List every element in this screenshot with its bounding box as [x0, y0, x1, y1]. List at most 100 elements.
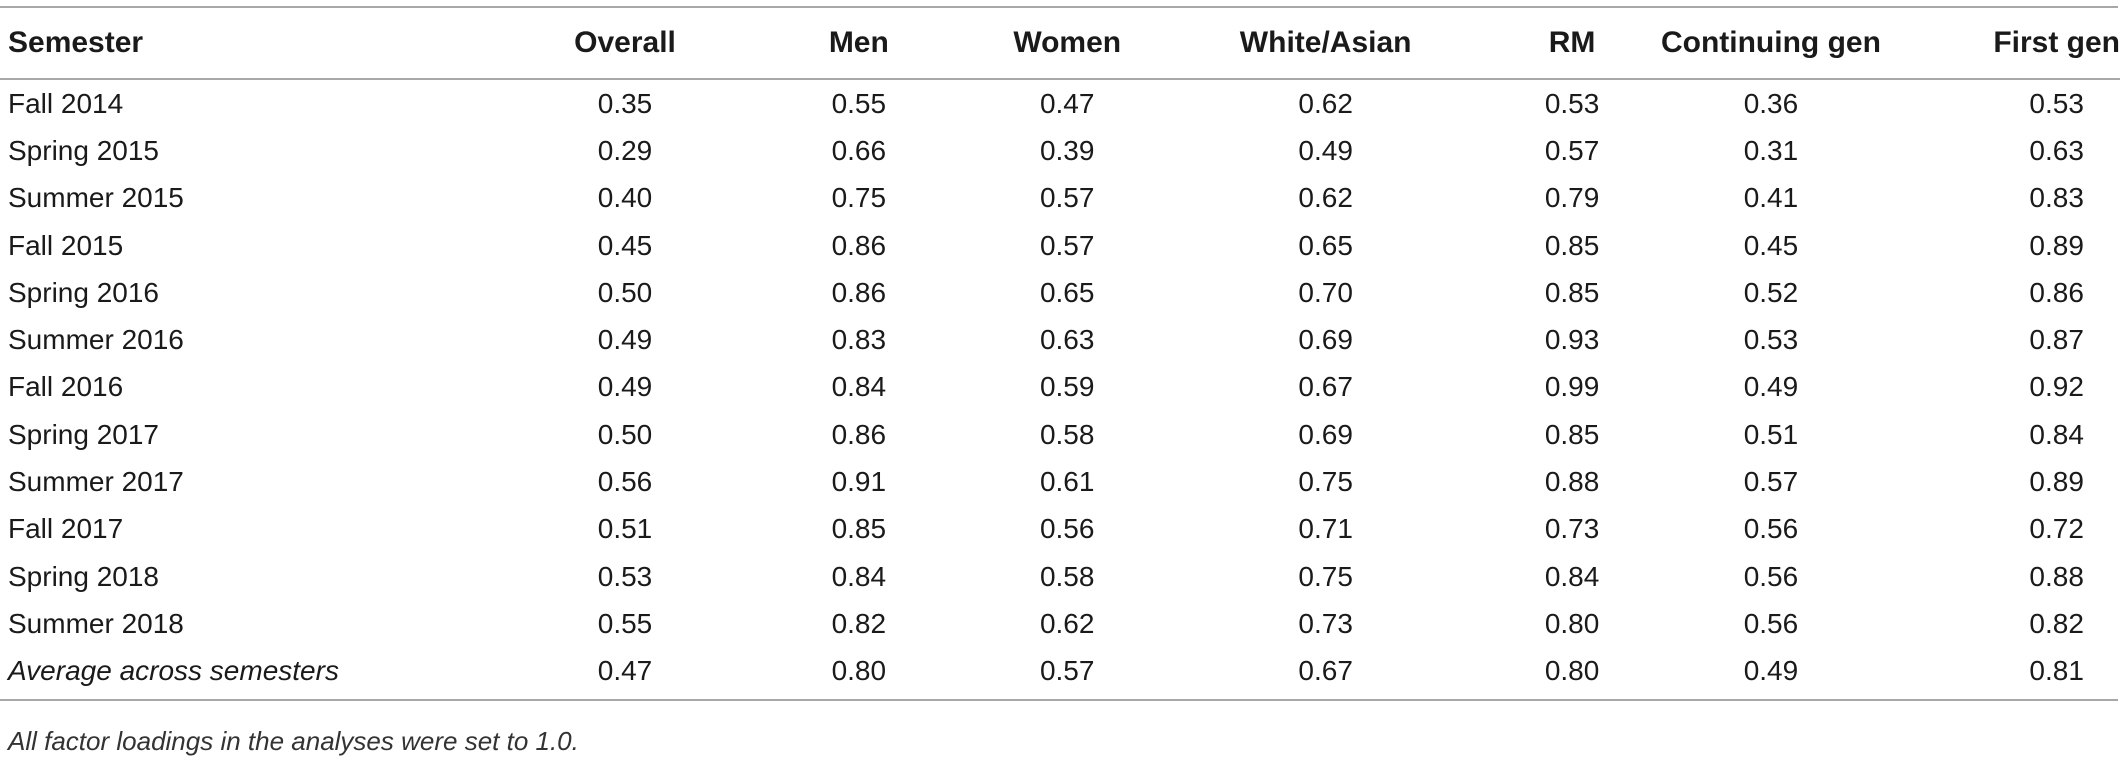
table-row: Spring 2016 0.50 0.86 0.65 0.70 0.85 0.52 0.86: [0, 269, 2120, 316]
row-value: 0.63: [2029, 134, 2084, 166]
table-row: Spring 2015 0.29 0.66 0.39 0.49 0.57 0.31 0.63: [0, 127, 2120, 174]
row-value: 0.53: [2029, 87, 2084, 119]
row-value: 0.29: [597, 134, 653, 166]
table-row: Fall 2014 0.35 0.55 0.47 0.62 0.53 0.36 0.53: [0, 80, 2120, 127]
row-value: 0.82: [2029, 607, 2084, 639]
row-value: 0.50: [597, 276, 653, 308]
row-label: Summer 2015: [8, 182, 184, 214]
row-value: 0.62: [1298, 87, 1353, 119]
row-value: 0.69: [1298, 324, 1353, 356]
table-row: Fall 2016 0.49 0.84 0.59 0.67 0.99 0.49 0.92: [0, 364, 2120, 411]
row-label: Fall 2014: [8, 87, 124, 119]
row-value: 0.31: [1743, 134, 1799, 166]
row-value: 0.58: [1039, 560, 1095, 592]
row-value: 0.57: [1039, 182, 1095, 214]
row-value: 0.86: [831, 229, 887, 261]
row-value: 0.49: [1298, 134, 1353, 166]
row-value: 0.45: [597, 229, 653, 261]
table-row: Fall 2017 0.51 0.85 0.56 0.71 0.73 0.56 0.72: [0, 506, 2120, 553]
row-value: 0.75: [1298, 560, 1353, 592]
row-value: 0.89: [2029, 466, 2084, 498]
header-overall: Overall: [574, 26, 676, 59]
header-men: Men: [828, 26, 889, 59]
row-value: 0.55: [597, 607, 653, 639]
row-value: 0.47: [597, 655, 653, 687]
table-row: Fall 2015 0.45 0.86 0.57 0.65 0.85 0.45 0.89: [0, 222, 2120, 269]
header-white-asian: White/Asian: [1239, 26, 1412, 59]
table-row: Spring 2018 0.53 0.84 0.58 0.75 0.84 0.56 0.88: [0, 553, 2120, 600]
row-label: Summer 2017: [8, 466, 184, 498]
row-value: 0.63: [1039, 324, 1095, 356]
row-value: 0.57: [1743, 466, 1799, 498]
row-value: 0.83: [2029, 182, 2084, 214]
row-value: 0.85: [1544, 276, 1600, 308]
row-value: 0.49: [1743, 655, 1799, 687]
row-value: 0.53: [1544, 87, 1600, 119]
row-value: 0.59: [1039, 371, 1095, 403]
row-value: 0.47: [1039, 87, 1095, 119]
row-value: 0.56: [1743, 513, 1799, 545]
row-value: 0.53: [1743, 324, 1799, 356]
row-value: 0.40: [597, 182, 653, 214]
table-row: Summer 2015 0.40 0.75 0.57 0.62 0.79 0.41 0.83: [0, 175, 2120, 222]
row-value: 0.51: [597, 513, 653, 545]
row-value: 0.82: [831, 607, 887, 639]
row-value: 0.51: [1743, 418, 1799, 450]
row-label: Summer 2016: [8, 324, 184, 356]
table-footnote: All factor loadings in the analyses were…: [8, 726, 579, 756]
row-label: Average across semesters: [8, 655, 339, 687]
row-value: 0.35: [597, 87, 653, 119]
row-value: 0.73: [1544, 513, 1600, 545]
row-value: 0.56: [1743, 560, 1799, 592]
row-value: 0.92: [2029, 371, 2084, 403]
row-value: 0.56: [1743, 607, 1799, 639]
row-value: 0.57: [1039, 229, 1095, 261]
row-value: 0.85: [831, 513, 887, 545]
row-label: Spring 2015: [8, 134, 160, 166]
row-value: 0.49: [597, 324, 653, 356]
row-value: 0.89: [2029, 229, 2084, 261]
header-women: Women: [1013, 26, 1122, 59]
table-row: Summer 2018 0.55 0.82 0.62 0.73 0.80 0.56 0.82: [0, 600, 2120, 647]
row-value: 0.65: [1298, 229, 1353, 261]
row-value: 0.86: [831, 418, 887, 450]
row-label: Fall 2017: [8, 513, 124, 545]
row-value: 0.75: [1298, 466, 1353, 498]
row-value: 0.84: [831, 371, 887, 403]
row-value: 0.52: [1743, 276, 1799, 308]
row-label: Spring 2018: [8, 560, 160, 592]
average-row: Average across semesters 0.47 0.80 0.57 0.67…: [0, 648, 2120, 695]
header-semester: Semester: [8, 26, 144, 59]
row-label: Fall 2016: [8, 371, 124, 403]
top-rule: [0, 6, 2118, 8]
row-value: 0.49: [1743, 371, 1799, 403]
row-value: 0.86: [2029, 276, 2084, 308]
row-value: 0.84: [831, 560, 887, 592]
row-value: 0.50: [597, 418, 653, 450]
row-value: 0.45: [1743, 229, 1799, 261]
row-value: 0.91: [831, 466, 887, 498]
row-value: 0.85: [1544, 418, 1600, 450]
row-value: 0.36: [1743, 87, 1799, 119]
row-value: 0.53: [597, 560, 653, 592]
row-value: 0.72: [2029, 513, 2084, 545]
row-value: 0.80: [831, 655, 887, 687]
row-value: 0.75: [831, 182, 887, 214]
table-header-row: Semester Overall Men Women White/Asian R…: [0, 8, 2120, 80]
row-value: 0.87: [2029, 324, 2084, 356]
row-value: 0.39: [1039, 134, 1095, 166]
header-continuing-gen: Continuing gen: [1660, 26, 1881, 59]
row-value: 0.71: [1298, 513, 1353, 545]
row-value: 0.58: [1039, 418, 1095, 450]
row-value: 0.70: [1298, 276, 1353, 308]
row-value: 0.79: [1544, 182, 1600, 214]
row-value: 0.93: [1544, 324, 1600, 356]
row-value: 0.99: [1544, 371, 1600, 403]
row-value: 0.57: [1544, 134, 1600, 166]
row-value: 0.41: [1743, 182, 1799, 214]
row-value: 0.49: [597, 371, 653, 403]
row-value: 0.69: [1298, 418, 1353, 450]
row-value: 0.62: [1039, 607, 1095, 639]
row-value: 0.66: [831, 134, 887, 166]
header-rm: RM: [1548, 26, 1596, 59]
